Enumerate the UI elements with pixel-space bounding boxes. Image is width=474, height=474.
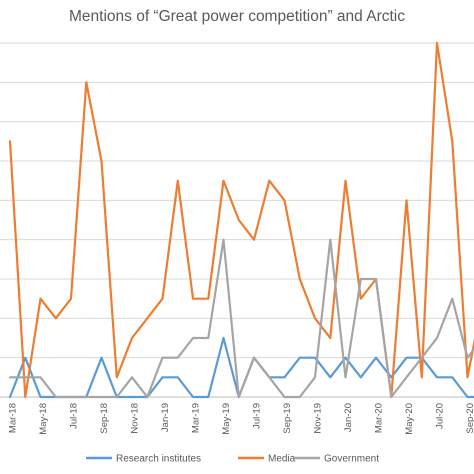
series-line-government bbox=[8, 238, 474, 399]
x-tick-label: May-18 bbox=[38, 403, 49, 435]
legend-label: Research institutes bbox=[116, 454, 201, 465]
series-line-media bbox=[8, 41, 474, 399]
x-tick-label: Sep-19 bbox=[282, 403, 293, 434]
x-tick-label: Jul-19 bbox=[252, 403, 263, 429]
x-tick-label: May-19 bbox=[221, 403, 232, 435]
x-tick-label: Jul-18 bbox=[69, 403, 80, 429]
x-tick-label: Sep-18 bbox=[99, 403, 110, 434]
x-tick-label: Jan-19 bbox=[160, 403, 171, 432]
legend: Research institutes Media Government bbox=[86, 454, 379, 465]
series-lines bbox=[8, 41, 474, 399]
x-tick-label: Mar-18 bbox=[8, 403, 19, 433]
x-tick-label: Nov-18 bbox=[130, 403, 141, 434]
x-tick-label: Mar-19 bbox=[191, 403, 202, 433]
x-tick-label: May-20 bbox=[404, 403, 415, 435]
x-tick-label: Jan-20 bbox=[343, 403, 354, 432]
legend-label: Government bbox=[324, 454, 379, 465]
x-tick-label: Sep-20 bbox=[465, 403, 474, 434]
x-tick-label: Jul-20 bbox=[435, 403, 446, 429]
gridlines bbox=[0, 42, 474, 359]
x-axis: Mar-18 May-18 Jul-18 Sep-18 Nov-18 Jan-19 Mar-… bbox=[0, 396, 474, 435]
x-tick-label: Mar-20 bbox=[374, 403, 385, 433]
chart-title: Mentions of “Great power competition” an… bbox=[69, 8, 405, 25]
x-tick-label: Nov-19 bbox=[313, 403, 324, 434]
legend-label: Media bbox=[268, 454, 296, 465]
